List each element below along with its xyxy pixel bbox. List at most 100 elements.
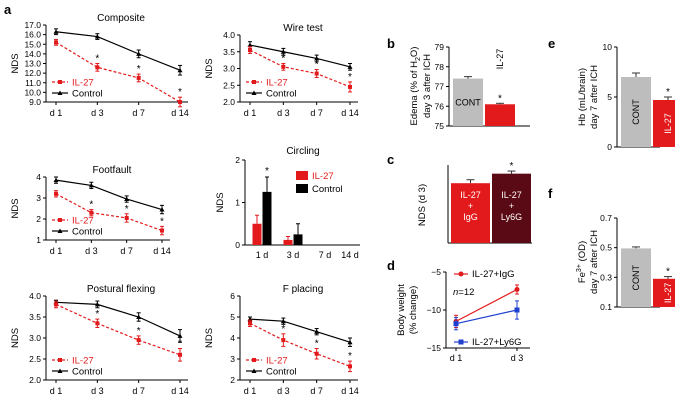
legend-label-il27: IL-27	[72, 216, 94, 227]
y-axis-label-line2: (% change)	[408, 286, 419, 335]
y-tick-label: 4	[36, 172, 41, 182]
y-axis-label: NDS (d 3)	[417, 184, 428, 226]
x-tick-label: d 7	[120, 246, 133, 256]
line-chart-1: 2.0 2.5 3.0 3.5 4.0 d 1 d 3 d 7 d 14 Wire test NDS…	[204, 23, 359, 118]
data-point	[514, 286, 520, 292]
y-label-part: Edema (% of H	[409, 61, 420, 126]
bar-label: +	[468, 201, 473, 211]
x-tick-label: d 14	[171, 108, 189, 118]
bar-label: IL-27	[663, 113, 673, 134]
y-tick-label: 3	[230, 354, 235, 364]
y-tick-label: 6	[230, 291, 235, 301]
data-point	[124, 196, 130, 202]
data-point	[314, 71, 319, 76]
legend-label-il27: IL-27	[266, 78, 288, 89]
bar-chart-e: 0 5 10 CONT * IL-27 Hb (mL/brain) day 7 after I…	[577, 42, 675, 152]
data-point	[281, 64, 286, 69]
data-point	[53, 177, 59, 183]
bar-label: Ly6G	[501, 212, 522, 222]
data-point	[160, 228, 164, 233]
chart-title: Composite	[97, 13, 145, 24]
x-tick-label: d 1	[50, 386, 63, 396]
significance-star: *	[281, 324, 285, 335]
legend-marker-control	[57, 228, 63, 233]
y-tick-label: 3	[36, 193, 41, 203]
y-label-superscript: 3+	[576, 264, 583, 272]
y-tick-label: 1	[235, 198, 240, 208]
x-tick-label: d 3	[511, 353, 524, 363]
y-axis-label: NDS	[10, 53, 21, 73]
y-tick-label: 0.1	[600, 302, 612, 312]
line-chart-2: 1 2 3 4 d 1 d 3 d 7 d 14 Footfault NDS * * * IL-27Con…	[10, 165, 171, 256]
data-point	[159, 207, 165, 212]
data-point	[136, 75, 141, 80]
data-point	[280, 49, 286, 54]
x-tick-label: d 14	[341, 386, 359, 396]
y-tick-label: 16.0	[24, 30, 41, 40]
data-point	[54, 191, 58, 196]
y-tick-label: 1	[36, 235, 41, 245]
y-label-part: Fe	[577, 272, 588, 283]
bar-il27-ly6g	[492, 173, 531, 243]
bar-chart-f: 0.1 0.3 0.5 0.7 CONT * IL-27 Fe3+ (OD) day 7 aft…	[576, 213, 675, 312]
y-tick-label: 5	[230, 312, 235, 322]
legend-label-control: Control	[72, 367, 103, 378]
y-tick-label: 0.7	[600, 213, 612, 223]
x-tick-label: 14 d	[341, 250, 359, 260]
y-tick-label: 78	[435, 62, 445, 72]
y-tick-label: 10	[603, 42, 613, 52]
y-tick-label: −10	[427, 305, 442, 315]
significance-star: *	[348, 351, 352, 362]
data-point	[94, 301, 100, 307]
y-label-subscript: 2	[415, 57, 422, 61]
legend-label-il27: IL-27	[312, 171, 334, 182]
y-tick-label: 0	[235, 240, 240, 250]
y-axis-label-line2: day 3 after ICH	[422, 54, 433, 118]
sample-size-n: n	[453, 287, 458, 298]
significance-star: *	[178, 87, 182, 98]
y-tick-label: −15	[427, 343, 442, 353]
y-tick-label: 2.0	[29, 375, 41, 385]
data-point	[247, 42, 253, 48]
y-axis-label-line2: day 7 after ICH	[589, 65, 600, 129]
chart-title: F placing	[283, 284, 324, 295]
y-tick-label: 77	[435, 82, 445, 92]
significance-star: *	[315, 60, 319, 71]
legend-marker-il27	[58, 218, 62, 222]
x-tick-label: d 3	[91, 108, 104, 118]
series-line-il-27	[55, 193, 163, 232]
bar-cont	[621, 77, 651, 147]
y-axis-label: NDS	[204, 328, 215, 348]
significance-star: *	[510, 161, 514, 172]
y-tick-label: 2	[230, 375, 235, 385]
panel-label-b: b	[387, 36, 395, 51]
y-tick-label: 2.5	[223, 80, 235, 90]
y-tick-label: 3.0	[223, 64, 235, 74]
legend-label-control: Control	[312, 184, 343, 195]
panel-label-a: a	[4, 2, 12, 17]
series-line-1	[455, 309, 518, 325]
legend-marker-control	[57, 368, 63, 373]
bar-il-27	[252, 223, 262, 245]
data-point	[314, 329, 320, 334]
bar-il27-igg	[451, 183, 490, 243]
legend-label-il27: IL-27	[72, 78, 94, 89]
x-tick-label: d 7	[132, 108, 145, 118]
data-point	[178, 352, 182, 357]
bar-cont	[453, 78, 483, 126]
data-point	[347, 64, 353, 69]
series-line-control	[55, 179, 163, 211]
data-point	[178, 100, 182, 104]
y-tick-label: 17.0	[24, 20, 41, 30]
significance-star: *	[348, 72, 352, 83]
sample-size-value: =12	[458, 287, 474, 298]
y-tick-label: 0.3	[600, 272, 612, 282]
y-tick-label: 2	[36, 214, 41, 224]
y-axis-label: NDS	[215, 192, 226, 212]
legend-marker-igg	[458, 271, 464, 277]
x-tick-label: d 1	[244, 386, 257, 396]
bar-label: CONT	[631, 264, 641, 290]
y-tick-label: 5	[607, 92, 612, 102]
